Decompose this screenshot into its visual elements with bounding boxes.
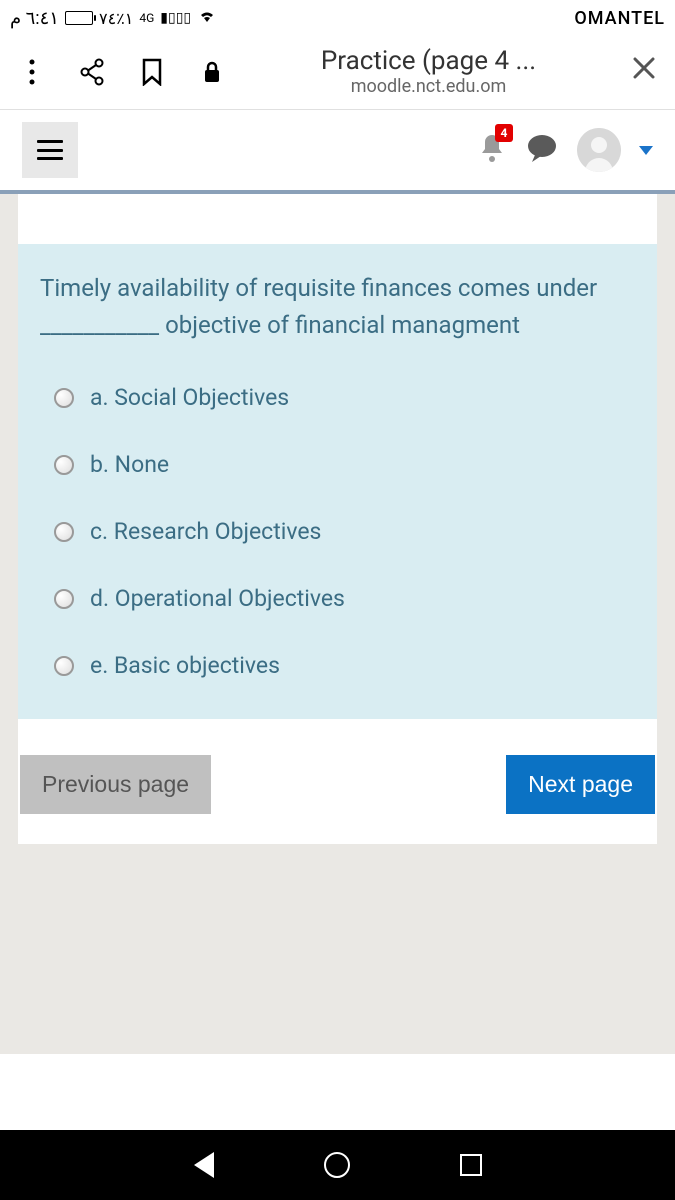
back-icon[interactable] bbox=[194, 1152, 214, 1178]
bookmark-icon[interactable] bbox=[138, 58, 166, 86]
battery-icon bbox=[65, 11, 93, 25]
option-a[interactable]: a. Social Objectives bbox=[54, 384, 635, 411]
option-c[interactable]: c. Research Objectives bbox=[54, 518, 635, 545]
status-bar: ٦:٤١ م ١٪٧٤ 4G ▮▯▯▯ OMANTEL bbox=[0, 0, 675, 36]
page-title: Practice (page 4 ... bbox=[234, 46, 623, 76]
home-icon[interactable] bbox=[324, 1152, 350, 1178]
notifications-button[interactable]: 4 bbox=[477, 132, 507, 168]
radio-a[interactable] bbox=[54, 388, 74, 408]
option-e-label: e. Basic objectives bbox=[90, 652, 280, 679]
close-icon[interactable] bbox=[631, 54, 657, 89]
wifi-icon bbox=[197, 8, 217, 29]
carrier-label: OMANTEL bbox=[574, 8, 665, 29]
hamburger-button[interactable] bbox=[22, 122, 78, 178]
radio-c[interactable] bbox=[54, 522, 74, 542]
status-time: ٦:٤١ م bbox=[10, 8, 59, 29]
previous-page-button[interactable]: Previous page bbox=[20, 755, 211, 814]
avatar-icon bbox=[577, 128, 621, 172]
chevron-down-icon[interactable] bbox=[639, 146, 653, 155]
pagination: Previous page Next page bbox=[18, 719, 657, 844]
site-bar: 4 bbox=[0, 110, 675, 194]
more-icon[interactable] bbox=[18, 58, 46, 86]
share-icon[interactable] bbox=[78, 58, 106, 86]
status-left: ٦:٤١ م ١٪٧٤ 4G ▮▯▯▯ bbox=[10, 8, 217, 29]
next-page-button[interactable]: Next page bbox=[506, 755, 655, 814]
lock-icon bbox=[198, 58, 226, 86]
option-c-label: c. Research Objectives bbox=[90, 518, 321, 545]
question-card: Timely availability of requisite finance… bbox=[18, 244, 657, 719]
option-d-label: d. Operational Objectives bbox=[90, 585, 345, 612]
question-text: Timely availability of requisite finance… bbox=[40, 270, 635, 344]
android-nav-bar bbox=[0, 1130, 675, 1200]
option-e[interactable]: e. Basic objectives bbox=[54, 652, 635, 679]
network-label: 4G bbox=[139, 11, 154, 25]
option-d[interactable]: d. Operational Objectives bbox=[54, 585, 635, 612]
radio-e[interactable] bbox=[54, 656, 74, 676]
option-b-label: b. None bbox=[90, 451, 169, 478]
options-list: a. Social Objectives b. None c. Research… bbox=[40, 384, 635, 679]
battery-pct: ١٪٧٤ bbox=[99, 9, 133, 28]
spacer bbox=[18, 194, 657, 244]
chat-icon bbox=[525, 133, 559, 163]
hamburger-icon bbox=[37, 140, 63, 160]
messages-button[interactable] bbox=[525, 133, 559, 167]
browser-header: Practice (page 4 ... moodle.nct.edu.om bbox=[0, 36, 675, 110]
radio-d[interactable] bbox=[54, 589, 74, 609]
browser-title-area[interactable]: Practice (page 4 ... moodle.nct.edu.om bbox=[226, 46, 631, 97]
avatar[interactable] bbox=[577, 128, 621, 172]
option-a-label: a. Social Objectives bbox=[90, 384, 289, 411]
recent-icon[interactable] bbox=[460, 1154, 482, 1176]
notification-badge: 4 bbox=[495, 124, 513, 142]
page-url: moodle.nct.edu.om bbox=[234, 76, 623, 97]
radio-b[interactable] bbox=[54, 455, 74, 475]
signal-icon: ▮▯▯▯ bbox=[160, 10, 191, 26]
content-area: Timely availability of requisite finance… bbox=[0, 194, 675, 1054]
option-b[interactable]: b. None bbox=[54, 451, 635, 478]
